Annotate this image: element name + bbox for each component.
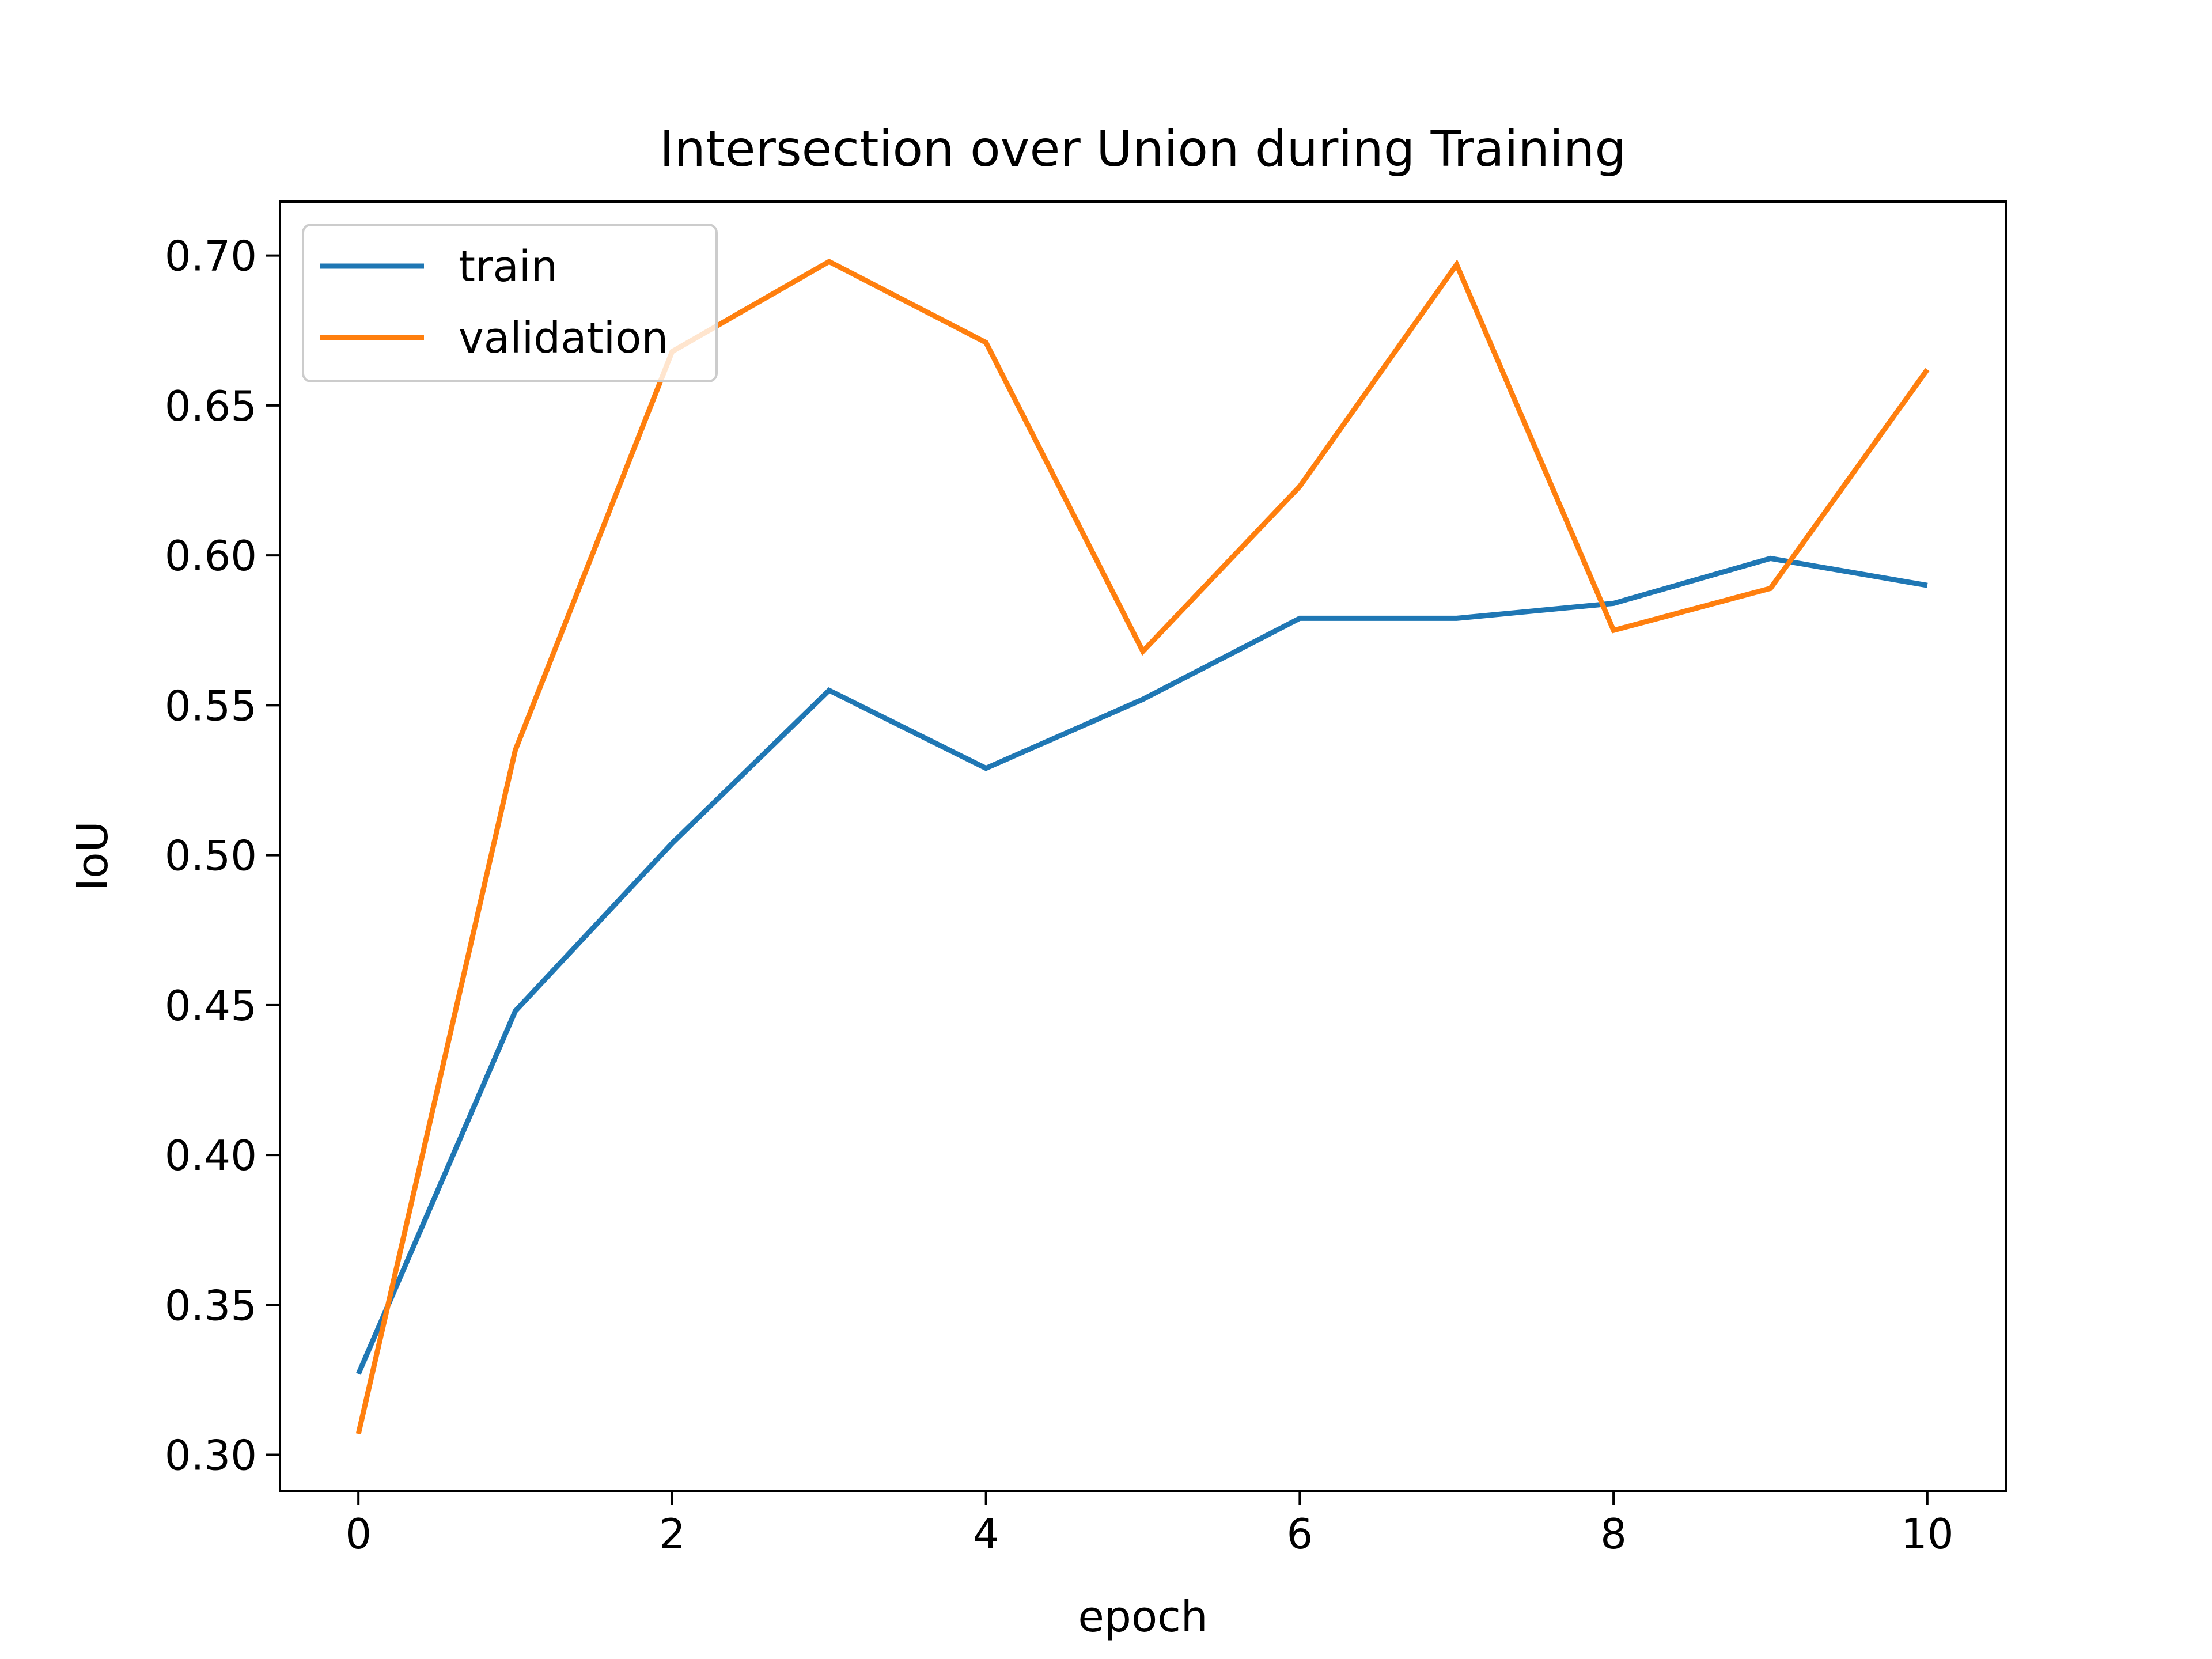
y-tick-label: 0.60 <box>165 532 257 580</box>
y-tick-label: 0.45 <box>165 982 257 1030</box>
y-tick-label: 0.30 <box>165 1431 257 1480</box>
x-tick-label: 8 <box>1600 1510 1627 1558</box>
x-tick-label: 6 <box>1286 1510 1313 1558</box>
series-line-train <box>356 555 1928 1375</box>
x-tick-label: 10 <box>1901 1510 1954 1558</box>
y-axis-label: IoU <box>68 821 118 891</box>
y-tick-label: 0.50 <box>165 832 257 880</box>
y-tick-label: 0.55 <box>165 681 257 730</box>
y-tick-label: 0.65 <box>165 382 257 430</box>
y-tick-label: 0.35 <box>165 1281 257 1330</box>
legend-label: validation <box>459 313 668 363</box>
legend: train validation <box>302 224 718 382</box>
x-tick-label: 2 <box>659 1510 685 1558</box>
x-axis-label: epoch <box>1078 1592 1207 1642</box>
series-line-validation <box>355 258 1930 1435</box>
y-tick-label: 0.70 <box>165 232 257 281</box>
legend-label: train <box>459 242 558 291</box>
y-tick-label: 0.40 <box>165 1131 257 1180</box>
chart-title: Intersection over Union during Training <box>660 120 1626 178</box>
y-axis: 0.30 0.35 0.40 0.45 0.50 0.55 0.60 0.65 0.70 <box>165 232 280 1480</box>
plot-lines <box>355 258 1930 1435</box>
x-axis: 0 2 4 6 8 10 <box>345 1491 1954 1558</box>
x-tick-label: 4 <box>973 1510 999 1558</box>
x-tick-label: 0 <box>345 1510 372 1558</box>
plot-frame <box>279 200 2007 1492</box>
